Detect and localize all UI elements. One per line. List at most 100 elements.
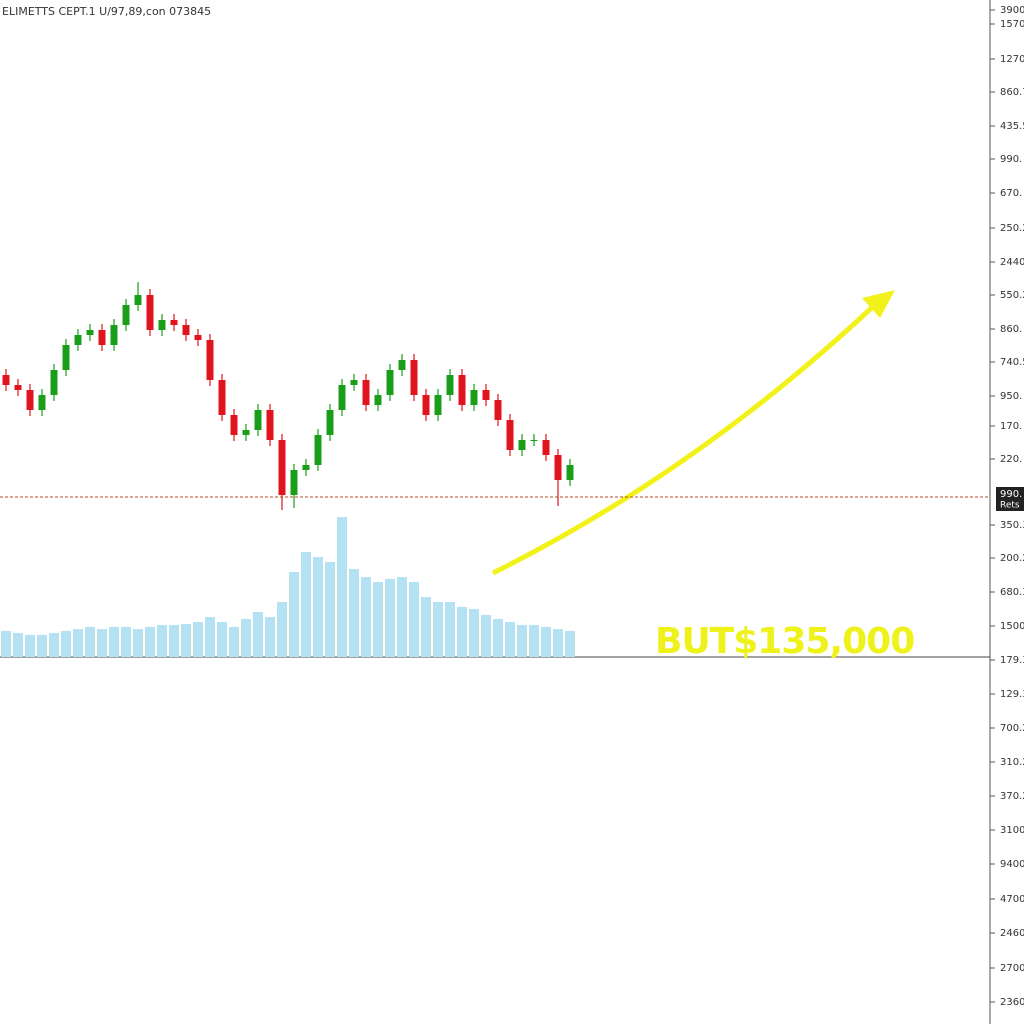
volume-bar	[181, 624, 191, 657]
annotation: BUT$135,000	[655, 621, 914, 662]
candle-body	[182, 325, 190, 335]
volume-bar	[73, 629, 83, 657]
candle-body	[98, 330, 106, 345]
candle-body	[470, 390, 478, 405]
price-line-sublabel: Rets	[1000, 501, 1020, 511]
candle-body	[134, 295, 142, 305]
volume-bar	[325, 562, 335, 657]
volume-bar	[409, 582, 419, 657]
candle-body	[74, 335, 82, 345]
candle-body	[86, 330, 94, 335]
volume-bar	[229, 627, 239, 657]
volume-bar	[13, 633, 23, 657]
volume-bar	[565, 631, 575, 657]
volume-bar	[349, 569, 359, 657]
volume-bar	[421, 597, 431, 657]
candle-body	[542, 440, 550, 455]
volume-bar	[481, 615, 491, 657]
axis-label: 700.2	[1000, 723, 1024, 734]
candle-body	[278, 440, 286, 495]
axis-label: 435.5	[1000, 121, 1024, 132]
volume-bar	[217, 622, 227, 657]
volume-bar	[433, 602, 443, 657]
volume-bar	[133, 629, 143, 657]
arrow	[491, 298, 882, 576]
candle-body	[230, 415, 238, 435]
candle-body	[26, 390, 34, 410]
candle-body	[122, 305, 130, 325]
volume-bar	[193, 622, 203, 657]
axis-label: 200.2	[1000, 553, 1024, 564]
chart-title: ELIMETTS CEPT.1 U/97,89,con 073845	[2, 5, 211, 18]
price-label-box	[996, 487, 1024, 511]
volume-bar	[469, 609, 479, 657]
candle-body	[266, 410, 274, 440]
candle-body	[314, 435, 322, 465]
candle-body	[50, 370, 58, 395]
volume-bar	[289, 572, 299, 657]
volume-bar	[277, 602, 287, 657]
candle-body	[362, 380, 370, 405]
volume-bar	[493, 619, 503, 657]
candle-body	[482, 390, 490, 400]
candle-body	[242, 430, 250, 435]
volume-bar	[109, 627, 119, 657]
candle-body	[158, 320, 166, 330]
volume-bar	[121, 627, 131, 657]
candle-body	[302, 465, 310, 470]
candle-body	[290, 470, 298, 495]
candle-body	[446, 375, 454, 395]
candle-body	[350, 380, 358, 385]
axis-label: 3100	[1000, 825, 1024, 836]
candle-body	[398, 360, 406, 370]
axis-label: 4700	[1000, 894, 1024, 905]
candle-body	[2, 375, 10, 385]
axis-label: 1570	[1000, 19, 1024, 30]
volume-bar	[373, 582, 383, 657]
volume-bar	[241, 619, 251, 657]
candle-body	[146, 295, 154, 330]
axis-label: 370.2	[1000, 791, 1024, 802]
volume-bar	[397, 577, 407, 657]
candle-body	[494, 400, 502, 420]
volume-bar	[385, 579, 395, 657]
candle-body	[110, 325, 118, 345]
volume-bar	[85, 627, 95, 657]
axis-label: 220.	[1000, 454, 1022, 465]
candle-body	[14, 385, 22, 390]
axis-label: 2360	[1000, 997, 1024, 1008]
candle-body	[170, 320, 178, 325]
candle-body	[218, 380, 226, 415]
candle-body	[326, 410, 334, 435]
candle-body	[410, 360, 418, 395]
volume-bar	[97, 629, 107, 657]
volume-bar	[145, 627, 155, 657]
candle-body	[554, 455, 562, 480]
axis-label: 3900	[1000, 5, 1024, 16]
volume-bar	[337, 517, 347, 657]
axis-label: 1270	[1000, 54, 1024, 65]
candle-body	[434, 395, 442, 415]
axis-label: 740.5	[1000, 357, 1024, 368]
axis-label: 350.3	[1000, 520, 1024, 531]
candle-body	[62, 345, 70, 370]
volume-bar	[25, 635, 35, 657]
candle-body	[254, 410, 262, 430]
volume-bar	[157, 625, 167, 657]
volume-bar	[541, 627, 551, 657]
volume-bar	[553, 629, 563, 657]
volume-bar	[313, 557, 323, 657]
volume-bar	[517, 625, 527, 657]
axis-label: 310.2	[1000, 757, 1024, 768]
axis-label: 990.	[1000, 154, 1022, 165]
arrow-head	[862, 290, 895, 318]
axis-label: 1500	[1000, 621, 1024, 632]
volume-bar	[529, 625, 539, 657]
candle-body	[38, 395, 46, 410]
axis-label: 670.	[1000, 188, 1022, 199]
candle-body	[338, 385, 346, 410]
axis-label: 950.	[1000, 391, 1022, 402]
axis-label: 550.2	[1000, 290, 1024, 301]
